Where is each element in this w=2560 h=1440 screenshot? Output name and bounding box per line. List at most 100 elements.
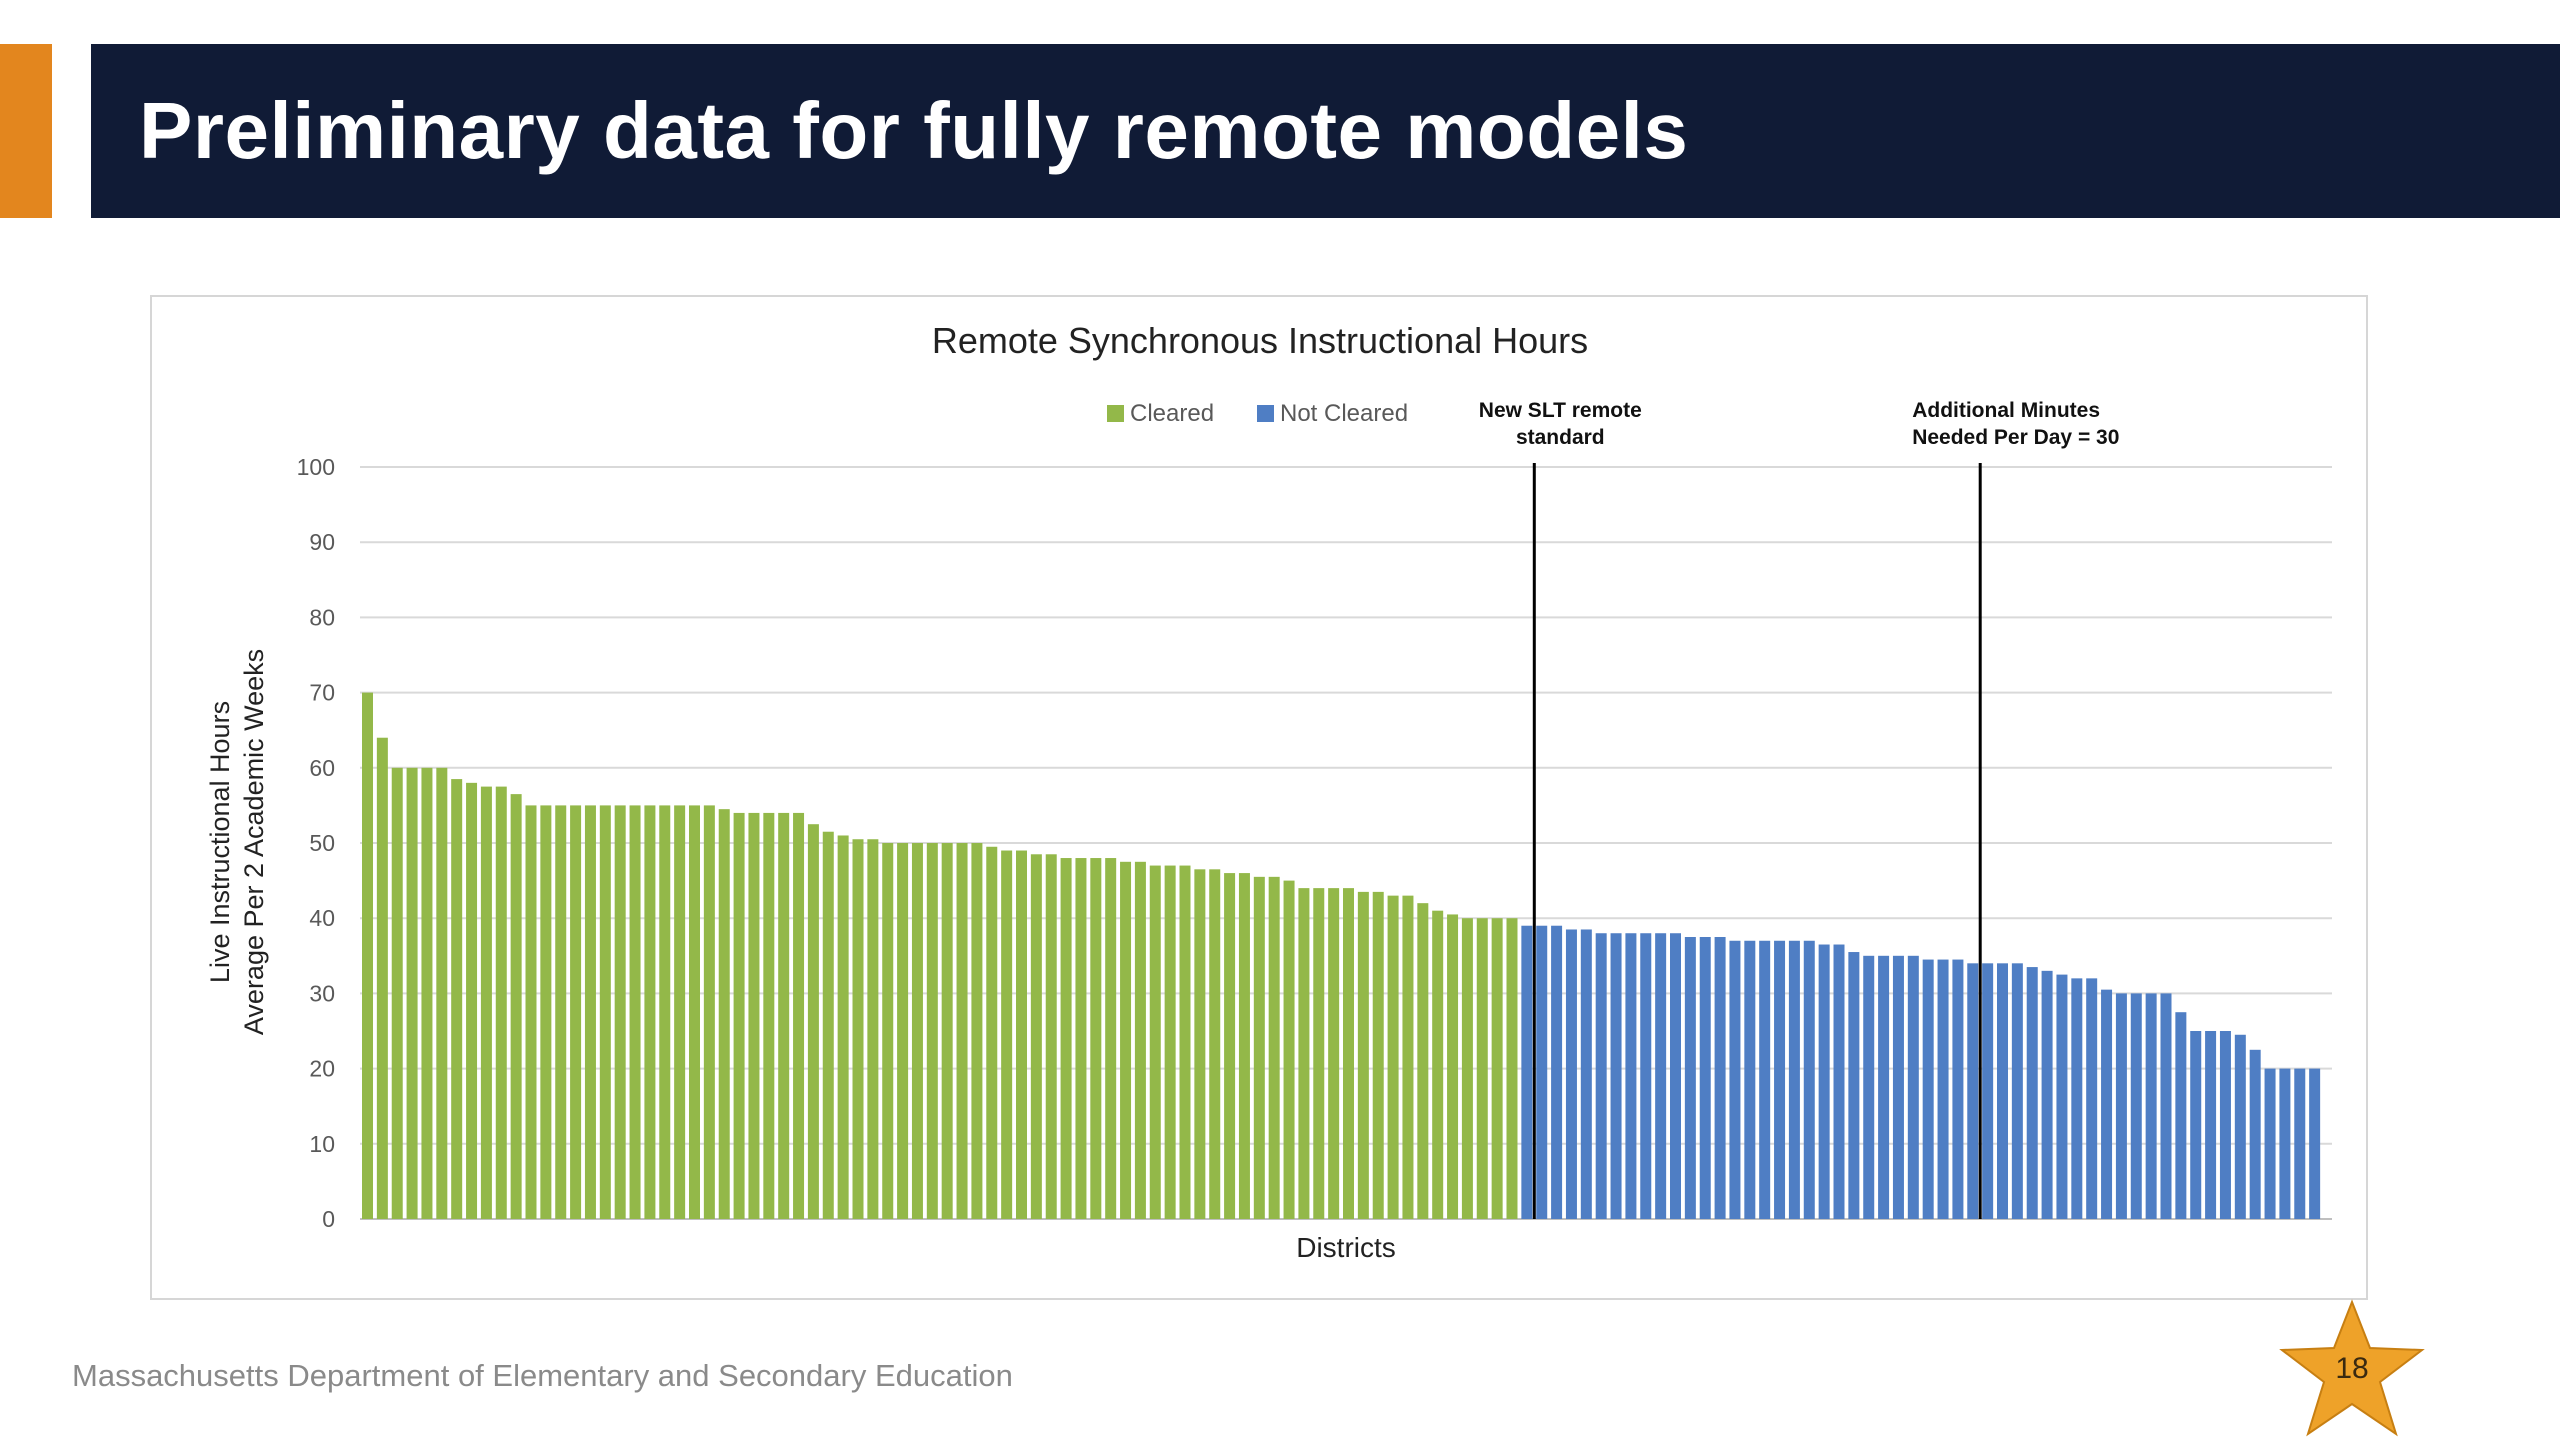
y-tick-label: 10 (309, 1131, 335, 1157)
bar-cleared (1506, 918, 1518, 1219)
bar-cleared (1149, 865, 1161, 1219)
bar-not-cleared (1907, 955, 1919, 1219)
bar-not-cleared (2145, 993, 2157, 1219)
bar-not-cleared (2279, 1068, 2291, 1219)
bar-not-cleared (1580, 929, 1592, 1219)
bar-cleared (599, 805, 611, 1219)
bar-cleared (584, 805, 596, 1219)
legend-label-not-cleared: Not Cleared (1280, 400, 1408, 427)
footer-organization: Massachusetts Department of Elementary a… (72, 1358, 1013, 1393)
bar-cleared (495, 786, 507, 1219)
bar-cleared (807, 824, 819, 1219)
bar-cleared (911, 843, 923, 1219)
bar-cleared (1253, 876, 1265, 1219)
bar-cleared (436, 767, 448, 1219)
bar-cleared (733, 812, 745, 1219)
bar-cleared (882, 843, 894, 1219)
annotation-label: standard (1516, 426, 1605, 449)
bar-cleared (778, 812, 790, 1219)
bar-not-cleared (2175, 1012, 2187, 1219)
bar-cleared (570, 805, 582, 1219)
bar-not-cleared (1670, 933, 1681, 1219)
bar-cleared (1164, 865, 1176, 1219)
bar-not-cleared (2205, 1031, 2217, 1219)
bar-not-cleared (1818, 944, 1830, 1219)
bar-cleared (1328, 888, 1340, 1219)
chart-title: Remote Synchronous Instructional Hours (932, 320, 1588, 361)
bar-cleared (763, 812, 775, 1219)
slide-title: Preliminary data for fully remote models (139, 86, 1689, 175)
bar-cleared (822, 831, 834, 1219)
bar-cleared (837, 835, 849, 1219)
y-tick-label: 40 (309, 905, 335, 931)
annotation-label: Needed Per Day = 30 (1912, 426, 2119, 449)
bar-not-cleared (1729, 940, 1741, 1219)
bar-not-cleared (1863, 955, 1875, 1219)
bar-not-cleared (1610, 933, 1622, 1219)
bar-not-cleared (2234, 1034, 2246, 1219)
y-tick-label: 60 (309, 755, 335, 781)
y-tick-label: 100 (297, 454, 335, 480)
bar-not-cleared (2115, 993, 2127, 1219)
bar-cleared (659, 805, 671, 1219)
bar-cleared (674, 805, 686, 1219)
bar-cleared (986, 846, 998, 1219)
bar-cleared (362, 692, 373, 1219)
bar-cleared (525, 805, 537, 1219)
bar-not-cleared (1699, 937, 1711, 1219)
bar-cleared (1491, 918, 1503, 1219)
bar-cleared (1313, 888, 1325, 1219)
bar-not-cleared (1744, 940, 1756, 1219)
annotations: New SLT remote standard Additional Minutes… (1479, 399, 2119, 1219)
legend-swatch-not-cleared (1257, 405, 1274, 422)
accent-bar (0, 44, 52, 218)
y-tick-label: 50 (309, 830, 335, 856)
bar-cleared (1179, 865, 1191, 1219)
bar-cleared (1417, 903, 1429, 1219)
bar-cleared (748, 812, 760, 1219)
bar-not-cleared (2011, 963, 2023, 1219)
bar-not-cleared (1833, 944, 1845, 1219)
bar-not-cleared (1922, 959, 1934, 1219)
bar-cleared (1045, 854, 1057, 1219)
bar-cleared (644, 805, 656, 1219)
bar-not-cleared (2160, 993, 2172, 1219)
bar-not-cleared (1714, 937, 1726, 1219)
bar-not-cleared (1937, 959, 1949, 1219)
bar-cleared (451, 779, 463, 1219)
bar-not-cleared (2086, 978, 2098, 1219)
bar-not-cleared (1684, 937, 1696, 1219)
bar-cleared (406, 767, 418, 1219)
bar-not-cleared (1551, 925, 1563, 1219)
page-number: 18 (2335, 1352, 2369, 1385)
bar-not-cleared (2026, 967, 2038, 1219)
chart-container: Remote Synchronous Instructional Hours C… (150, 295, 2368, 1300)
bar-not-cleared (1521, 925, 1533, 1219)
bar-cleared (1224, 873, 1236, 1219)
bar-cleared (614, 805, 626, 1219)
bar-cleared (391, 767, 403, 1219)
bar-not-cleared (2056, 974, 2068, 1219)
bar-not-cleared (2264, 1068, 2276, 1219)
bar-cleared (1343, 888, 1354, 1219)
bar-not-cleared (1952, 959, 1964, 1219)
bar-cleared (1387, 895, 1399, 1219)
bar-cleared (1461, 918, 1473, 1219)
bar-cleared (1283, 880, 1295, 1219)
bar-cleared (1060, 858, 1072, 1219)
bar-not-cleared (1759, 940, 1771, 1219)
bar-cleared (1372, 891, 1384, 1219)
bar-not-cleared (1536, 925, 1548, 1219)
legend-swatch-cleared (1107, 405, 1124, 422)
bar-not-cleared (2190, 1031, 2202, 1219)
bar-cleared (1016, 850, 1027, 1219)
bar-cleared (1194, 869, 1206, 1219)
bar-cleared (1476, 918, 1488, 1219)
bar-cleared (1238, 873, 1250, 1219)
legend-label-cleared: Cleared (1130, 400, 1214, 427)
y-tick-label: 20 (309, 1056, 335, 1082)
bar-not-cleared (2309, 1068, 2321, 1219)
title-bar: Preliminary data for fully remote models (91, 44, 2560, 218)
bar-not-cleared (2101, 989, 2113, 1219)
bar-cleared (897, 843, 909, 1219)
